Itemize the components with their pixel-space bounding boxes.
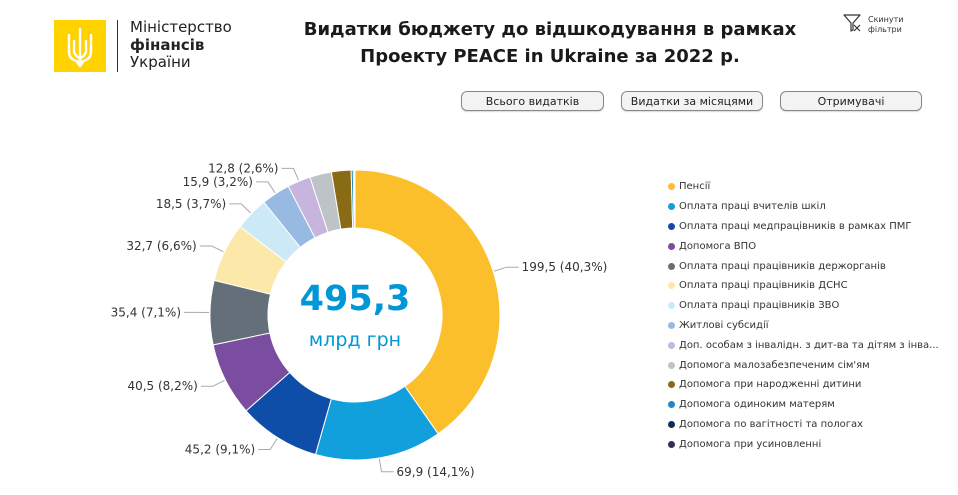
monthly-expenses-button[interactable]: Видатки за місяцями	[621, 91, 763, 111]
ministry-name: Міністерство фінансів України	[130, 18, 232, 72]
legend-item-8[interactable]: Житлові субсидії	[668, 316, 939, 336]
reset-filters-button[interactable]: Скинути фільтри	[842, 13, 918, 35]
filter-clear-icon	[843, 14, 861, 32]
page-title: Видатки бюджету до відшкодування в рамка…	[300, 16, 800, 70]
total-expenses-button[interactable]: Всього видатків	[461, 91, 604, 111]
logo-divider	[117, 20, 118, 72]
data-label-5: 35,4 (7,1%)	[111, 305, 181, 319]
donut-slice-1[interactable]	[354, 169, 501, 435]
legend-marker	[668, 222, 675, 230]
legend-marker	[668, 302, 675, 310]
legend-marker	[668, 242, 675, 250]
data-label-1: 199,5 (40,3%)	[522, 260, 608, 274]
legend-label: Оплата праці вчителів шкіл	[679, 201, 826, 213]
leader-line-8	[255, 181, 276, 194]
data-label-2: 69,9 (14,1%)	[397, 465, 475, 479]
legend-label: Оплата праці працівників ЗВО	[679, 300, 840, 312]
legend-label: Допомога по вагітності та пологах	[679, 418, 864, 430]
reset-filters-line-1: Скинути	[868, 15, 904, 24]
legend-item-5[interactable]: Оплата праці працівників держорганів	[668, 256, 939, 276]
center-total-unit: млрд грн	[309, 329, 401, 351]
legend-label: Допомога одиноким матерям	[679, 399, 835, 411]
legend-item-13[interactable]: Допомога по вагітності та пологах	[668, 415, 939, 435]
title-line-2: Проекту PEACE in Ukraine за 2022 р.	[360, 46, 740, 67]
ministry-logo	[54, 20, 106, 72]
legend-item-6[interactable]: Оплата праці працівників ДСНС	[668, 276, 939, 296]
ministry-line-3: України	[130, 53, 191, 71]
donut-slice-14[interactable]	[353, 169, 356, 229]
legend-marker	[668, 440, 675, 448]
leader-line-4	[200, 379, 225, 387]
legend-marker	[668, 361, 675, 369]
legend-label: Допомога при народженні дитини	[679, 379, 862, 391]
leader-line-1	[494, 266, 519, 272]
legend-item-2[interactable]: Оплата праці вчителів шкіл	[668, 197, 939, 217]
legend-label: Пенсії	[679, 181, 711, 193]
data-label-6: 32,7 (6,6%)	[126, 239, 196, 253]
leader-line-2	[378, 458, 394, 473]
legend-item-14[interactable]: Допомога при усиновленні	[668, 434, 939, 454]
legend-marker	[668, 203, 675, 211]
chart-legend: Пенсії Оплата праці вчителів шкіл Оплата п…	[668, 177, 939, 454]
title-line-1: Видатки бюджету до відшкодування в рамка…	[303, 19, 797, 40]
legend-marker	[668, 341, 675, 349]
legend-label: Житлові субсидії	[679, 319, 769, 331]
legend-marker	[668, 401, 675, 409]
data-label-9: 12,8 (2,6%)	[208, 161, 278, 175]
legend-item-12[interactable]: Допомога одиноким матерям	[668, 395, 939, 415]
legend-marker	[668, 183, 675, 191]
donut-leader-lines	[184, 167, 519, 473]
legend-marker	[668, 420, 675, 428]
ministry-line-1: Міністерство	[130, 18, 232, 36]
legend-item-1[interactable]: Пенсії	[668, 177, 939, 197]
reset-filters-line-2: фільтри	[868, 25, 902, 34]
data-label-7: 18,5 (3,7%)	[156, 197, 226, 211]
legend-marker	[668, 381, 675, 389]
legend-label: Доп. особам з інвалідн. з дит-ва та дітя…	[679, 339, 939, 351]
recipients-button[interactable]: Отримувачі	[780, 91, 922, 111]
legend-item-4[interactable]: Допомога ВПО	[668, 236, 939, 256]
legend-item-3[interactable]: Оплата праці медпрацівників в рамках ПМГ	[668, 217, 939, 237]
leader-line-3	[258, 438, 278, 450]
data-label-3: 45,2 (9,1%)	[185, 442, 255, 456]
legend-label: Оплата праці медпрацівників в рамках ПМГ	[679, 220, 912, 232]
leader-line-7	[229, 203, 251, 214]
data-label-4: 40,5 (8,2%)	[127, 379, 197, 393]
legend-label: Оплата праці працівників держорганів	[679, 260, 886, 272]
reset-filters-label: Скинути фільтри	[868, 15, 918, 35]
legend-item-11[interactable]: Допомога при народженні дитини	[668, 375, 939, 395]
donut-data-labels: 199,5 (40,3%) 69,9 (14,1%) 45,2 (9,1%) 40,5…	[111, 161, 608, 478]
legend-item-7[interactable]: Оплата праці працівників ЗВО	[668, 296, 939, 316]
donut-slices	[209, 169, 501, 461]
center-total-value: 495,3	[300, 279, 411, 319]
data-label-8: 15,9 (3,2%)	[183, 175, 253, 189]
legend-marker	[668, 321, 675, 329]
legend-item-9[interactable]: Доп. особам з інвалідн. з дит-ва та дітя…	[668, 335, 939, 355]
legend-label: Оплата праці працівників ДСНС	[679, 280, 848, 292]
legend-marker	[668, 262, 675, 270]
legend-item-10[interactable]: Допомога малозабезпеченим сім'ям	[668, 355, 939, 375]
leader-line-9	[281, 167, 300, 181]
ministry-line-2: фінансів	[130, 35, 205, 54]
leader-line-6	[199, 245, 224, 253]
legend-label: Допомога малозабезпеченим сім'ям	[679, 359, 870, 371]
legend-marker	[668, 282, 675, 290]
legend-label: Допомога ВПО	[679, 240, 757, 252]
legend-label: Допомога при усиновленні	[679, 438, 822, 450]
